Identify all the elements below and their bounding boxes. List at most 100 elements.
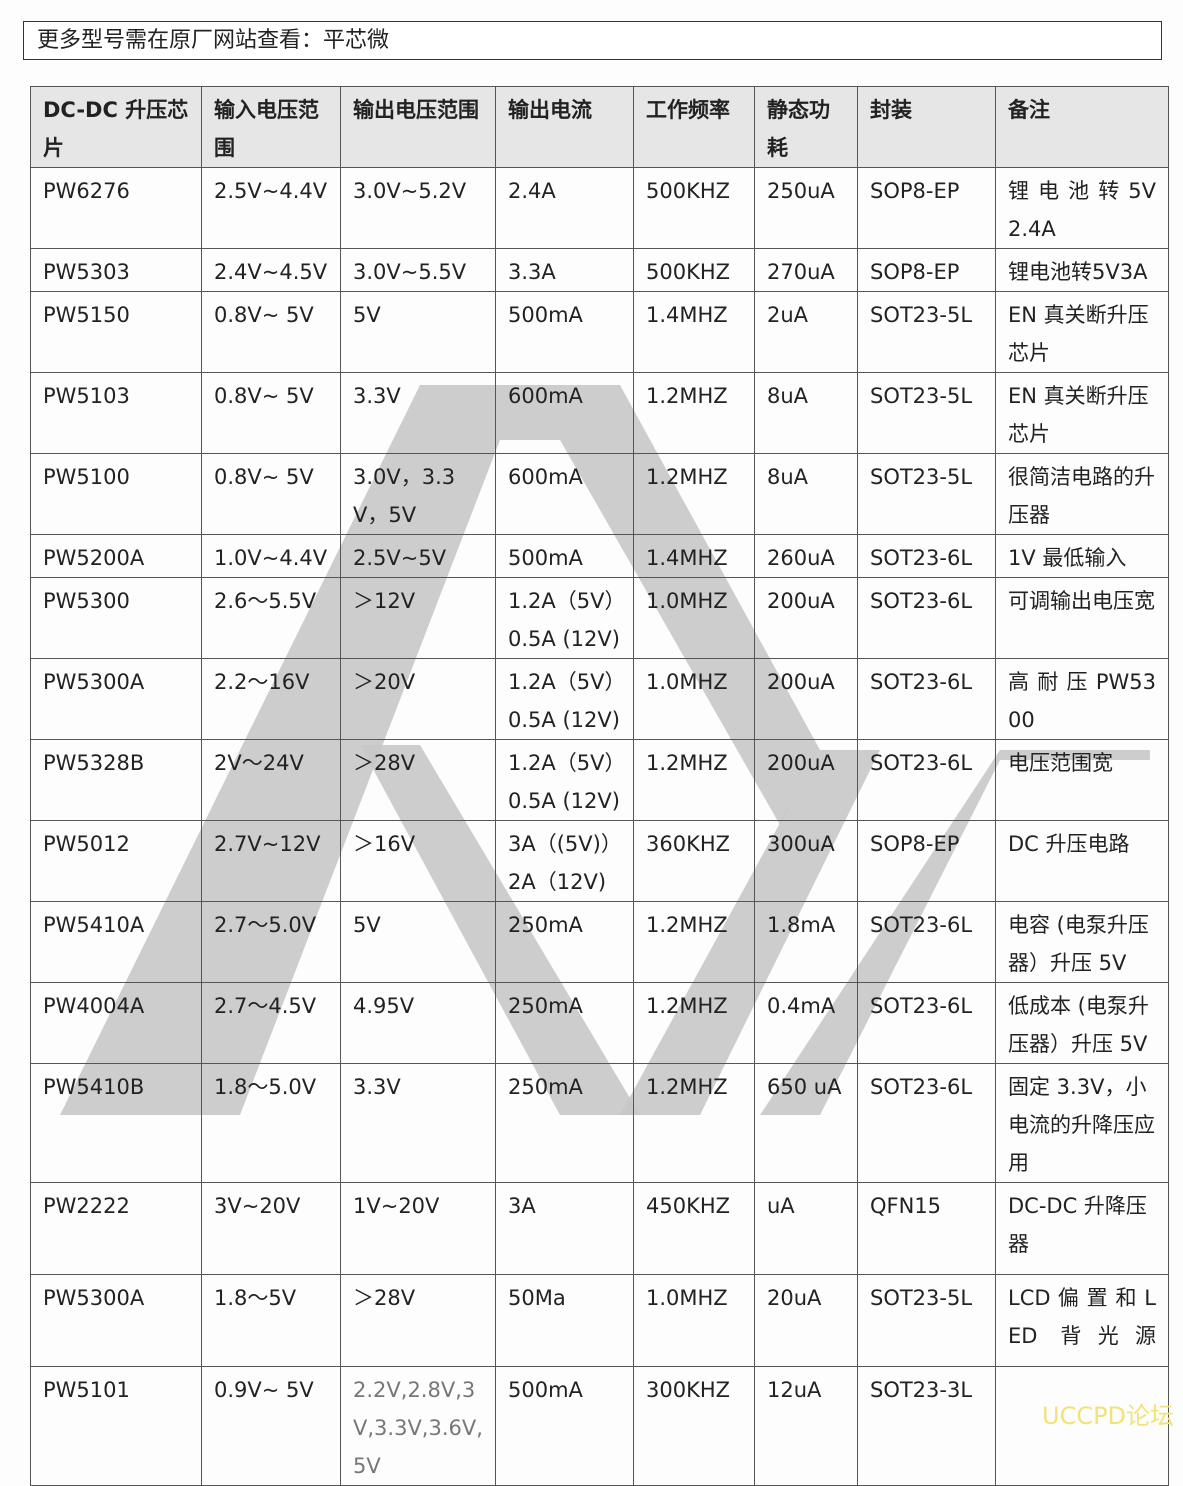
table-cell: 500mA (495, 534, 634, 578)
table-cell: 锂 电 池 转 5V2.4A (995, 167, 1169, 249)
table-cell: 250mA (495, 982, 634, 1064)
table-cell: 3V~20V (201, 1182, 341, 1275)
table-cell: 可调输出电压宽 (995, 577, 1169, 659)
table-cell: 2.7～5.0V (201, 901, 341, 983)
table-cell: PW5300 (30, 577, 202, 659)
notice-box: 更多型号需在原厂网站查看：平芯微 (23, 21, 1162, 60)
table-cell: 1.2MHZ (633, 982, 755, 1064)
table-cell: 2.7V~12V (201, 820, 341, 902)
table-cell: 3.0V~5.2V (340, 167, 496, 249)
table-cell: PW5103 (30, 372, 202, 454)
table-cell: ＞20V (340, 658, 496, 740)
table-cell: 5V (340, 901, 496, 983)
table-cell: SOT23-5L (857, 453, 996, 535)
table-cell: 1.2MHZ (633, 1063, 755, 1183)
table-cell: 0.4mA (754, 982, 858, 1064)
table-cell: EN 真关断升压芯片 (995, 291, 1169, 373)
table-cell: 1.2A（5V）0.5A (12V) (495, 577, 634, 659)
table-cell: ＞12V (340, 577, 496, 659)
column-header: 输出电压范围 (340, 86, 496, 168)
table-cell: PW5303 (30, 248, 202, 292)
table-cell: PW5410A (30, 901, 202, 983)
table-cell: DC-DC 升降压器 (995, 1182, 1169, 1275)
table-cell: 250mA (495, 1063, 634, 1183)
table-cell: 1.4MHZ (633, 291, 755, 373)
column-header: 输入电压范围 (201, 86, 341, 168)
table-cell: 1.0MHZ (633, 577, 755, 659)
table-cell: 3A (495, 1182, 634, 1275)
table-cell: 500mA (495, 1366, 634, 1486)
column-header: 工作频率 (633, 86, 755, 168)
table-cell: 2.4A (495, 167, 634, 249)
table-cell: 1.0V~4.4V (201, 534, 341, 578)
table-cell: 0.9V~ 5V (201, 1366, 341, 1486)
table-cell: PW5012 (30, 820, 202, 902)
table-cell: 0.8V~ 5V (201, 453, 341, 535)
table-cell: 1V 最低输入 (995, 534, 1169, 578)
table-cell: 电压范围宽 (995, 739, 1169, 821)
table-cell: 500KHZ (633, 167, 755, 249)
table-cell: 1.2A（5V）0.5A (12V) (495, 658, 634, 740)
table-row: PW5303 2.4V~4.5V 3.0V~5.5V 3.3A 500KHZ 270uA S… (30, 248, 1169, 292)
table-cell: 200uA (754, 739, 858, 821)
table-cell: SOT23-6L (857, 1063, 996, 1183)
table-cell: 1.2MHZ (633, 901, 755, 983)
table-cell: 1V~20V (340, 1182, 496, 1275)
table-cell: SOT23-5L (857, 1274, 996, 1367)
table-cell: 1.2MHZ (633, 453, 755, 535)
table-cell: PW2222 (30, 1182, 202, 1275)
table-row: PW5103 0.8V~ 5V 3.3V 600mA 1.2MHZ 8uA SOT23-5L… (30, 372, 1169, 454)
table-cell: PW5100 (30, 453, 202, 535)
table-cell: 200uA (754, 658, 858, 740)
table-cell: PW5328B (30, 739, 202, 821)
table-row: PW5300A 1.8～5V ＞28V 50Ma 1.0MHZ 20uA SOT23-5L L… (30, 1274, 1169, 1367)
table-cell: 260uA (754, 534, 858, 578)
table-cell: 1.0MHZ (633, 1274, 755, 1367)
table-cell: 270uA (754, 248, 858, 292)
table-cell: 500KHZ (633, 248, 755, 292)
table-cell: 250mA (495, 901, 634, 983)
table-cell: SOT23-5L (857, 372, 996, 454)
table-cell: SOT23-6L (857, 901, 996, 983)
table-cell: PW5200A (30, 534, 202, 578)
table-cell: 20uA (754, 1274, 858, 1367)
table-cell: SOT23-6L (857, 982, 996, 1064)
column-header: 封装 (857, 86, 996, 168)
table-cell: 1.8～5.0V (201, 1063, 341, 1183)
column-header: DC-DC 升压芯片 (30, 86, 202, 168)
table-cell: 电容 (电泵升压器）升压 5V (995, 901, 1169, 983)
table-cell: 1.2A（5V）0.5A (12V) (495, 739, 634, 821)
table-cell: 450KHZ (633, 1182, 755, 1275)
table-cell: 2.4V~4.5V (201, 248, 341, 292)
table-row: PW5328B 2V～24V ＞28V 1.2A（5V）0.5A (12V) 1.2MH… (30, 739, 1169, 821)
table-cell: 5V (340, 291, 496, 373)
table-cell: 650 uA (754, 1063, 858, 1183)
table-cell: 2.5V~4.4V (201, 167, 341, 249)
table-cell: SOT23-6L (857, 534, 996, 578)
table-cell: EN 真关断升压芯片 (995, 372, 1169, 454)
column-header: 备注 (995, 86, 1169, 168)
table-cell: 12uA (754, 1366, 858, 1486)
table-cell: LCD 偏 置 和 LED 背光源 (995, 1274, 1169, 1367)
table-cell: 低成本 (电泵升压器）升压 5V (995, 982, 1169, 1064)
table-cell: 50Ma (495, 1274, 634, 1367)
table-cell: 600mA (495, 453, 634, 535)
table-row: PW5410B 1.8～5.0V 3.3V 250mA 1.2MHZ 650 uA SOT2… (30, 1063, 1169, 1183)
table-row: PW5300 2.6～5.5V ＞12V 1.2A（5V）0.5A (12V) 1.0M… (30, 577, 1169, 659)
table-cell: 2.2～16V (201, 658, 341, 740)
table-cell: ＞16V (340, 820, 496, 902)
table-cell: 1.0MHZ (633, 658, 755, 740)
table-cell: 0.8V~ 5V (201, 291, 341, 373)
table-cell: 1.8mA (754, 901, 858, 983)
table-row: PW6276 2.5V~4.4V 3.0V~5.2V 2.4A 500KHZ 250uA S… (30, 167, 1169, 249)
table-cell: PW4004A (30, 982, 202, 1064)
table-cell: 2uA (754, 291, 858, 373)
table-cell: QFN15 (857, 1182, 996, 1275)
table-cell: 1.2MHZ (633, 739, 755, 821)
table-cell: 1.2MHZ (633, 372, 755, 454)
table-cell: SOP8-EP (857, 820, 996, 902)
table-cell: SOT23-3L (857, 1366, 996, 1486)
table-cell: uA (754, 1182, 858, 1275)
table-cell: PW6276 (30, 167, 202, 249)
table-cell: 8uA (754, 453, 858, 535)
